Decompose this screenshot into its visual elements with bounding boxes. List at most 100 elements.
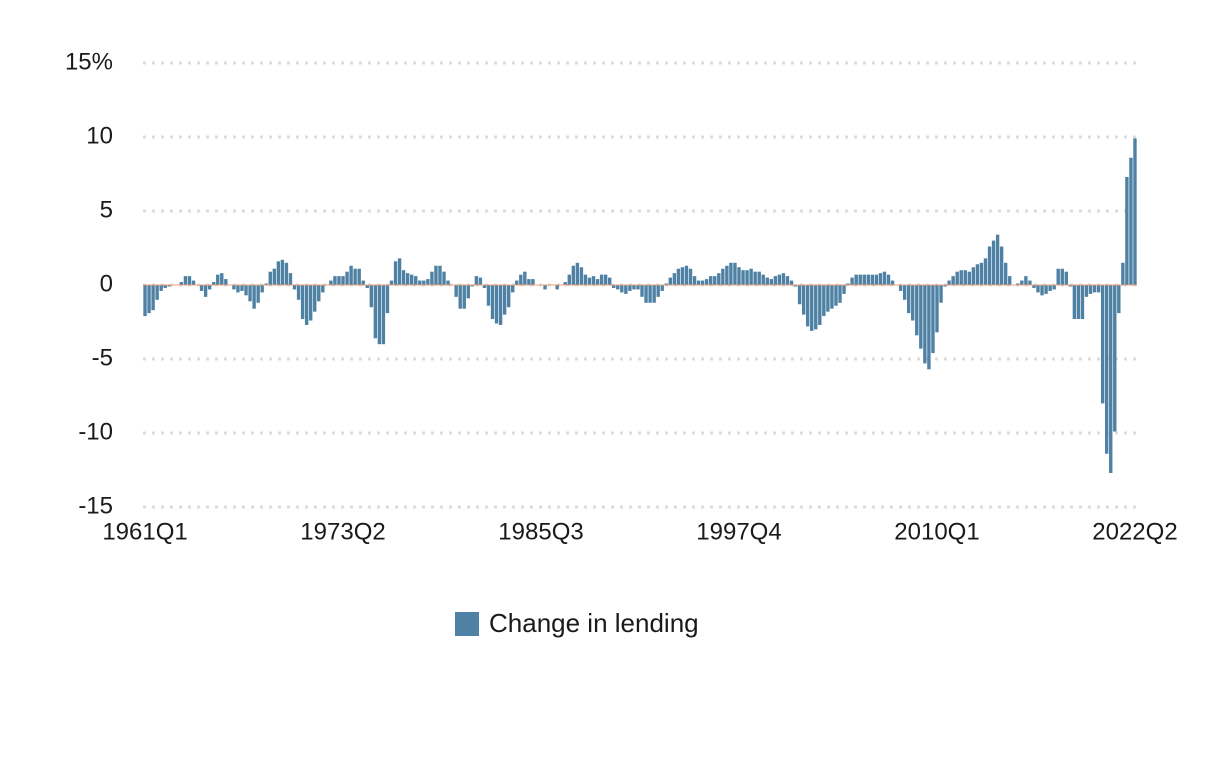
bar xyxy=(781,273,786,285)
bar xyxy=(757,271,761,285)
bar xyxy=(1032,285,1036,288)
bar xyxy=(741,270,745,285)
bar xyxy=(898,285,903,291)
bar xyxy=(268,271,272,285)
bar xyxy=(349,265,353,285)
bar xyxy=(187,276,192,285)
bar xyxy=(385,285,390,314)
bar xyxy=(842,285,846,294)
bar xyxy=(216,274,220,285)
bar xyxy=(890,280,895,285)
bar xyxy=(377,285,382,345)
bar xyxy=(337,276,341,285)
bar xyxy=(676,268,681,285)
bar xyxy=(931,285,935,354)
bar xyxy=(721,268,725,285)
legend-swatch xyxy=(455,612,479,636)
bar xyxy=(870,274,875,285)
bar xyxy=(652,285,656,303)
bar xyxy=(1080,285,1085,320)
bar xyxy=(999,246,1004,285)
bar xyxy=(700,280,705,285)
bar xyxy=(773,276,778,285)
bar xyxy=(801,285,806,315)
bar xyxy=(333,276,337,285)
bar xyxy=(159,285,163,291)
bar xyxy=(660,285,664,291)
bar xyxy=(595,279,600,285)
bar xyxy=(1036,285,1040,293)
bar xyxy=(963,270,967,285)
bar xyxy=(822,285,826,317)
bar xyxy=(688,268,693,285)
bar xyxy=(612,285,616,288)
bar xyxy=(818,285,822,325)
y-tick-label: 15% xyxy=(65,48,113,75)
bar xyxy=(300,285,305,320)
bar xyxy=(179,282,184,285)
bar xyxy=(151,285,155,311)
y-tick-label: -5 xyxy=(92,344,113,371)
bar xyxy=(991,240,996,285)
bar xyxy=(341,276,345,285)
bar xyxy=(292,285,297,290)
bar xyxy=(515,280,519,285)
bar xyxy=(365,285,369,288)
bar xyxy=(426,279,430,285)
bar xyxy=(458,285,462,309)
bar xyxy=(797,285,802,305)
bar xyxy=(684,265,689,285)
x-tick-label: 1961Q1 xyxy=(102,518,187,545)
bar xyxy=(381,285,386,345)
bar xyxy=(830,285,834,309)
bar xyxy=(345,271,349,285)
bar xyxy=(244,285,248,296)
bar xyxy=(207,285,212,290)
bar xyxy=(1003,262,1008,285)
bar xyxy=(264,283,268,285)
y-tick-label: -10 xyxy=(78,418,113,445)
bar xyxy=(1129,157,1133,285)
bar xyxy=(410,274,414,285)
bar xyxy=(979,262,984,285)
bar xyxy=(1056,268,1060,285)
bar xyxy=(919,285,923,349)
bar xyxy=(357,268,361,285)
bar xyxy=(729,262,733,285)
bar xyxy=(810,285,814,331)
bar xyxy=(939,285,943,303)
bar xyxy=(1064,271,1068,285)
bar xyxy=(785,276,790,285)
bar xyxy=(995,234,1000,285)
bar xyxy=(761,274,765,285)
bar xyxy=(313,285,317,312)
bar xyxy=(947,280,951,285)
bar xyxy=(624,285,628,294)
bar xyxy=(418,280,422,285)
bar xyxy=(446,280,450,285)
bar xyxy=(389,280,394,285)
bar xyxy=(163,285,167,288)
bar xyxy=(191,280,196,285)
bar xyxy=(1125,176,1129,285)
bar xyxy=(886,274,891,285)
bar xyxy=(498,285,503,325)
bar xyxy=(511,285,515,293)
bar xyxy=(579,267,584,285)
bar xyxy=(1076,285,1081,320)
bar xyxy=(405,273,410,285)
bar xyxy=(911,285,915,321)
x-tick-label: 1997Q4 xyxy=(696,518,781,545)
bar xyxy=(603,274,608,285)
bar xyxy=(486,285,491,306)
bar xyxy=(709,276,713,285)
bar xyxy=(143,285,147,317)
bar xyxy=(373,285,378,339)
bar xyxy=(1104,285,1109,454)
bar xyxy=(737,267,741,285)
bar xyxy=(212,282,216,285)
bar xyxy=(599,274,604,285)
bar xyxy=(147,285,151,314)
bar xyxy=(656,285,660,297)
y-tick-label: 5 xyxy=(100,196,113,223)
